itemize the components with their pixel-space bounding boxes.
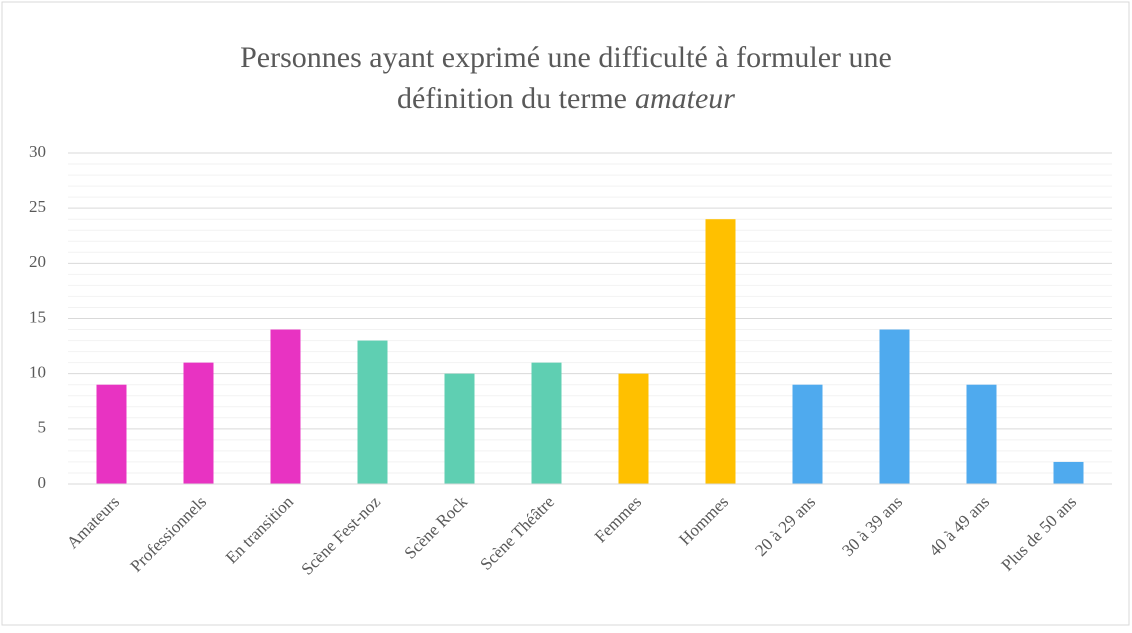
y-tick-label: 10 — [29, 363, 46, 382]
chart-title-part: définition du terme — [397, 82, 627, 115]
y-tick-label: 5 — [38, 418, 47, 437]
y-tick-label: 25 — [29, 197, 46, 216]
bar — [270, 329, 301, 484]
y-tick-label: 30 — [29, 142, 46, 161]
bar — [357, 340, 388, 484]
y-tick-label: 15 — [29, 307, 46, 326]
bar — [618, 373, 649, 484]
bar — [1053, 461, 1084, 484]
y-tick-label: 20 — [29, 252, 46, 271]
bar — [792, 384, 823, 484]
y-tick-label: 0 — [38, 473, 47, 492]
bar — [879, 329, 910, 484]
chart-title: Personnes ayant exprimé une difficulté à… — [240, 41, 892, 74]
bar — [705, 219, 736, 484]
bar — [531, 362, 562, 484]
bar — [96, 384, 127, 484]
bar — [444, 373, 475, 484]
bar — [183, 362, 214, 484]
chart-title: définition du terme amateur — [397, 82, 735, 115]
bar — [966, 384, 997, 484]
chart-title-emphasis: amateur — [635, 82, 735, 115]
